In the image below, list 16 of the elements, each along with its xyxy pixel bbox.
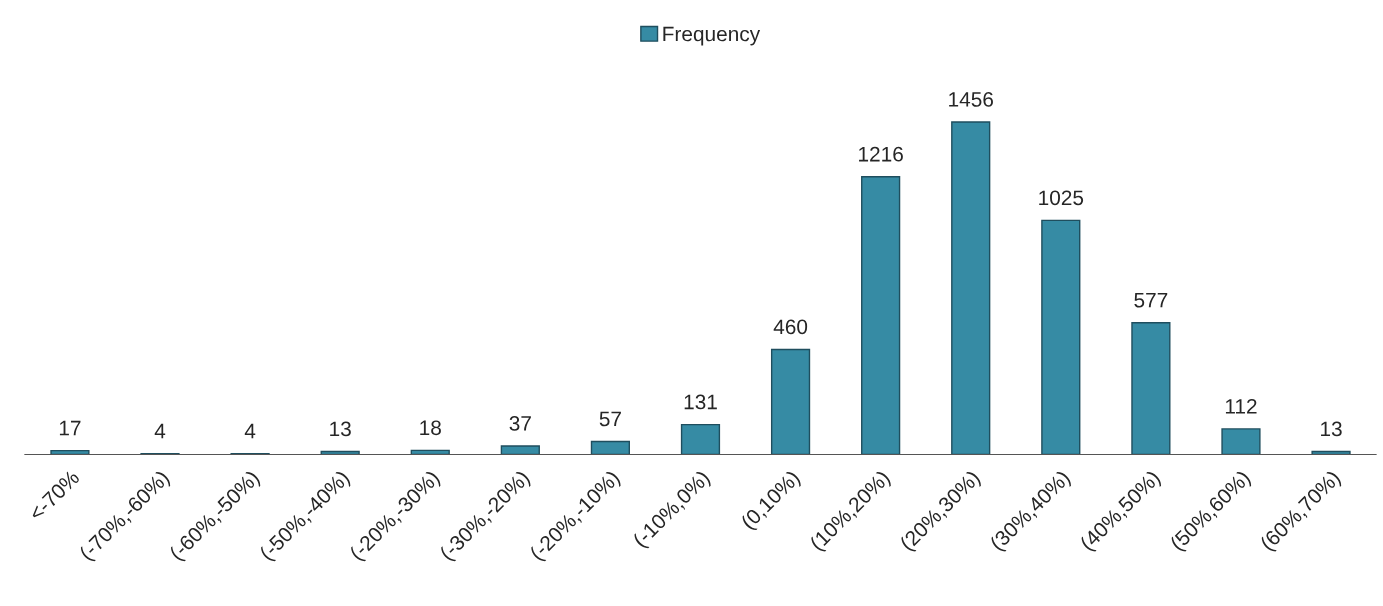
data-label: 131	[684, 394, 717, 410]
data-label: 13	[330, 421, 351, 437]
data-label: 1025	[1039, 190, 1084, 206]
data-label: 4	[154, 423, 166, 439]
data-label: 37	[509, 416, 531, 431]
data-label: 112	[1225, 398, 1257, 414]
data-label: 1456	[949, 92, 993, 107]
data-label: 13	[1321, 421, 1342, 437]
data-label: 17	[59, 420, 81, 436]
legend-label: Frequency	[663, 26, 761, 46]
data-label: 577	[1134, 292, 1168, 308]
data-label: 1216	[859, 146, 903, 162]
data-label: 18	[420, 420, 441, 436]
data-label: 460	[773, 319, 808, 335]
data-label: 4	[244, 423, 256, 439]
data-label: 57	[599, 411, 621, 427]
